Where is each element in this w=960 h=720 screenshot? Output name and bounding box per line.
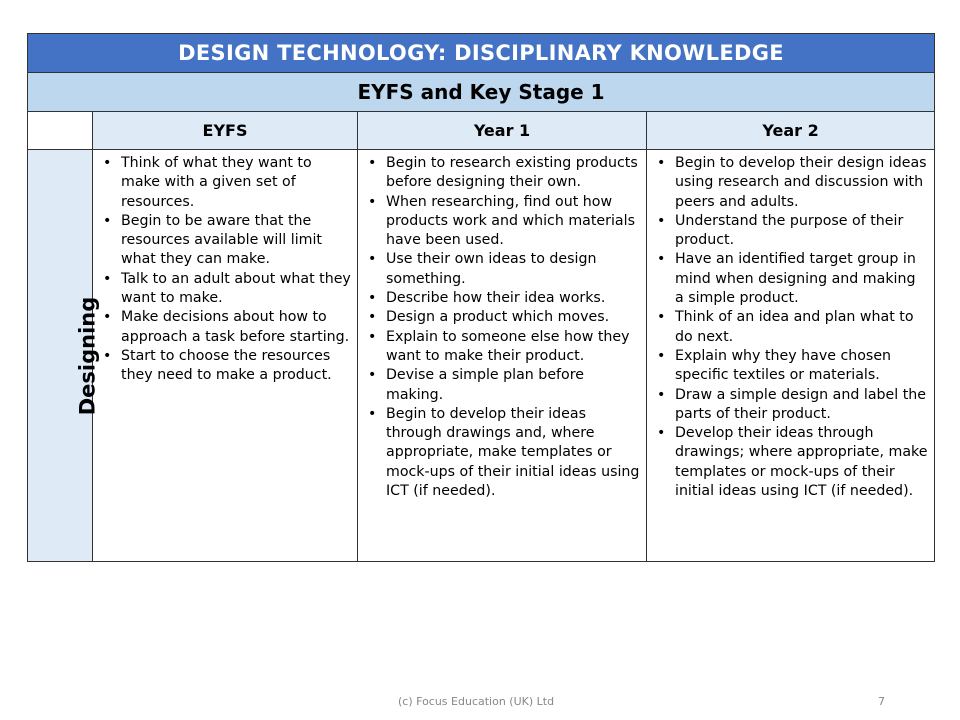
- list-item: Design a product which moves.: [368, 308, 640, 328]
- row-label: Designing: [75, 296, 100, 415]
- row-label-cell: Designing: [27, 149, 99, 562]
- bullet-list-year2: Begin to develop their design ideas usin…: [647, 154, 934, 501]
- cell-year2: Begin to develop their design ideas usin…: [645, 149, 936, 562]
- list-item: Understand the purpose of their product.: [657, 212, 928, 251]
- list-item: Draw a simple design and label the parts…: [657, 386, 928, 425]
- cell-year1: Begin to research existing products befo…: [357, 149, 647, 562]
- page-subtitle: EYFS and Key Stage 1: [26, 72, 936, 112]
- cell-eyfs: Think of what they want to make with a g…: [92, 149, 358, 562]
- list-item: Think of an idea and plan what to do nex…: [657, 308, 928, 347]
- list-item: Make decisions about how to approach a t…: [103, 308, 351, 347]
- list-item: Describe how their idea works.: [368, 289, 640, 309]
- bullet-list-eyfs: Think of what they want to make with a g…: [93, 154, 357, 386]
- list-item: Explain why they have chosen specific te…: [657, 347, 928, 386]
- column-header-eyfs: EYFS: [92, 111, 358, 150]
- list-item: Talk to an adult about what they want to…: [103, 270, 351, 309]
- list-item: When researching, find out how products …: [368, 193, 640, 251]
- page-title: DESIGN TECHNOLOGY: DISCIPLINARY KNOWLEDG…: [26, 33, 936, 73]
- list-item: Have an identified target group in mind …: [657, 250, 928, 308]
- list-item: Explain to someone else how they want to…: [368, 328, 640, 367]
- column-header-year2: Year 2: [645, 111, 936, 150]
- list-item: Begin to develop their ideas through dra…: [368, 405, 640, 501]
- footer-copyright: (c) Focus Education (UK) Ltd: [398, 695, 555, 708]
- bullet-list-year1: Begin to research existing products befo…: [358, 154, 646, 501]
- list-item: Begin to develop their design ideas usin…: [657, 154, 928, 212]
- list-item: Think of what they want to make with a g…: [103, 154, 351, 212]
- page-number: 7: [878, 695, 885, 708]
- list-item: Start to choose the resources they need …: [103, 347, 351, 386]
- corner-cell: [27, 111, 93, 150]
- list-item: Begin to research existing products befo…: [368, 154, 640, 193]
- list-item: Devise a simple plan before making.: [368, 366, 640, 405]
- column-header-year1: Year 1: [357, 111, 647, 150]
- list-item: Develop their ideas through drawings; wh…: [657, 424, 928, 501]
- list-item: Begin to be aware that the resources ava…: [103, 212, 351, 270]
- knowledge-table: DESIGN TECHNOLOGY: DISCIPLINARY KNOWLEDG…: [26, 33, 936, 562]
- list-item: Use their own ideas to design something.: [368, 250, 640, 289]
